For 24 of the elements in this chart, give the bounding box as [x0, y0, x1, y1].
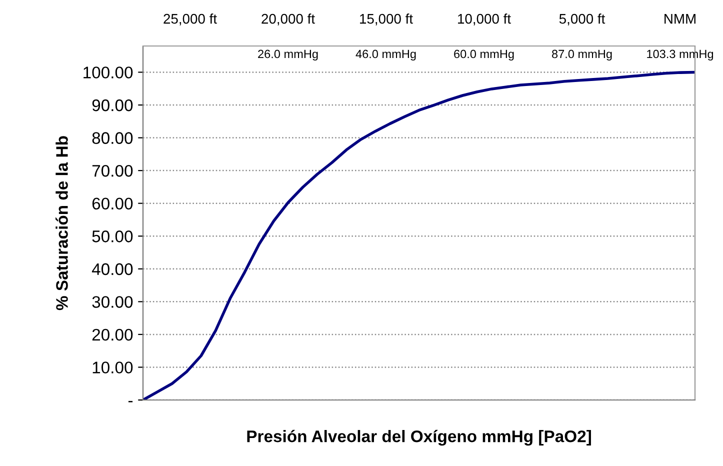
text: 15,000 ft — [360, 14, 413, 26]
y-tick-label: - — [128, 400, 133, 402]
annotation: 26.0 mmHg — [258, 50, 318, 61]
y-tick-label: 90.00 — [92, 99, 133, 112]
text: 10,000 ft — [458, 14, 511, 26]
y-tick-label: 10.00 — [92, 362, 133, 374]
y-tick-label: 50.00 — [92, 230, 133, 242]
y-tick-label: 70.00 — [92, 164, 133, 177]
text: NMM — [664, 14, 696, 24]
text: 25,000 ft — [164, 14, 217, 26]
y-tick-label: 100.00 — [84, 66, 133, 78]
annotation: 60.0 mmHg — [454, 50, 514, 61]
y-tick-label: 80.00 — [92, 132, 133, 144]
annotation: 46.0 mmHg — [356, 50, 416, 61]
annotation: 103.3 mmHg — [647, 50, 714, 61]
text: 20,000 ft — [262, 14, 315, 26]
y-axis-title: % Saturación de la Hb — [56, 136, 68, 310]
y-tick-label: 40.00 — [92, 263, 133, 276]
y-tick-label: 20.00 — [92, 328, 133, 341]
annotation: 87.0 mmHg — [552, 50, 612, 61]
y-tick-label: 60.00 — [92, 198, 133, 210]
text: 5,000 ft — [559, 14, 606, 26]
x-axis-title: Presión Alveolar del Oxígeno mmHg [PaO2] — [247, 430, 591, 446]
y-tick-label: 30.00 — [92, 296, 133, 308]
